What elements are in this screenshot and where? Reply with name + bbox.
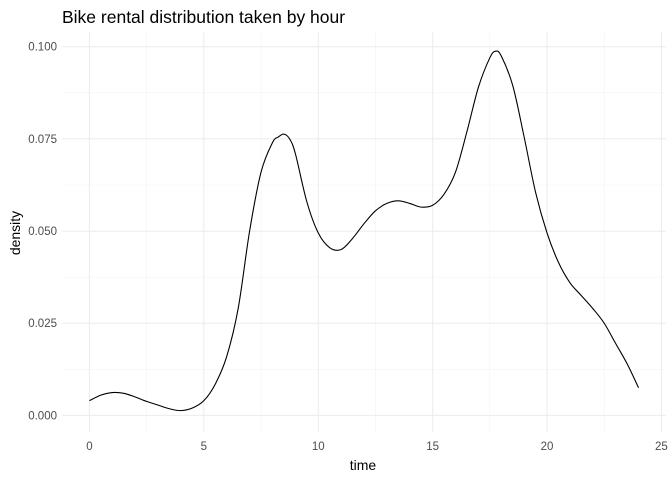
y-tick-label: 0.075	[28, 134, 57, 146]
chart-title: Bike rental distribution taken by hour	[62, 7, 345, 27]
x-tick-label: 25	[655, 441, 668, 453]
y-axis-title: density	[7, 211, 23, 255]
y-tick-label: 0.100	[28, 42, 57, 54]
minor-gridlines	[62, 32, 666, 432]
x-tick-label: 10	[312, 441, 325, 453]
density-line	[89, 50, 640, 412]
x-axis-tick-labels: 0 5 10 15 20 25	[86, 441, 668, 453]
y-tick-label: 0.000	[28, 410, 57, 422]
x-axis-title: time	[350, 457, 377, 473]
y-tick-label: 0.025	[28, 318, 57, 330]
major-gridlines	[62, 32, 666, 432]
x-tick-label: 20	[541, 441, 554, 453]
x-tick-label: 5	[201, 441, 207, 453]
y-tick-label: 0.050	[28, 226, 57, 238]
x-tick-label: 15	[426, 441, 439, 453]
y-axis-tick-labels: 0.000 0.025 0.050 0.075 0.100	[28, 42, 57, 423]
x-tick-label: 0	[86, 441, 92, 453]
